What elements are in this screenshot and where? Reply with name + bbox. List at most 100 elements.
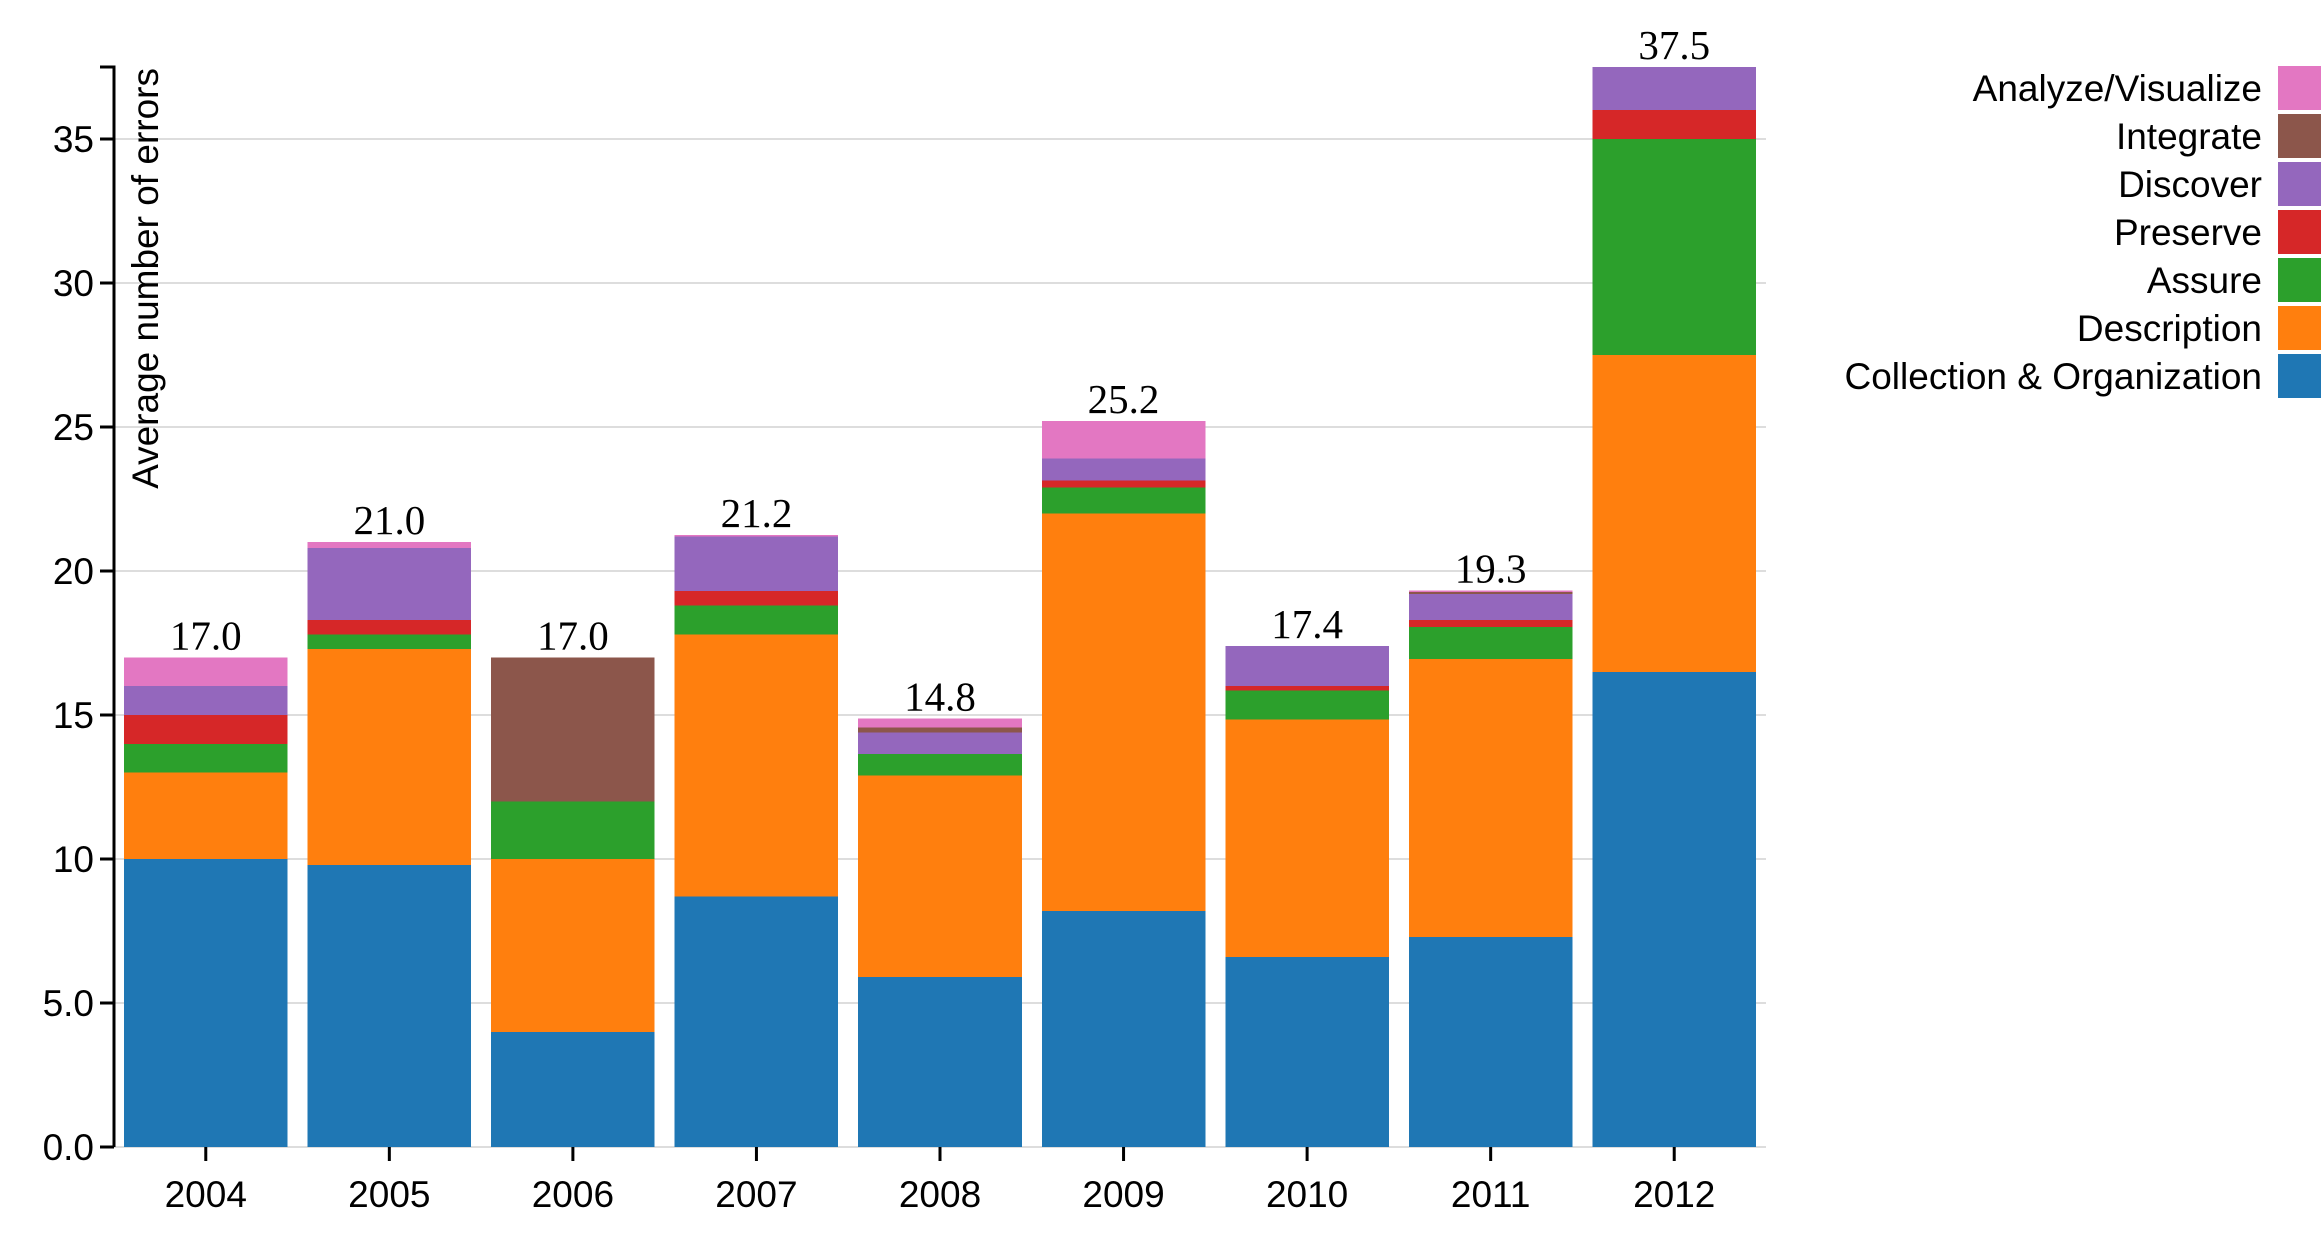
legend-item: Analyze/Visualize	[1973, 66, 2321, 110]
bar-segment-analyze-visualize	[858, 718, 1022, 728]
bar-segment-assure	[1225, 690, 1389, 720]
bar-segment-collection-organization	[491, 1031, 655, 1147]
legend-swatch	[2278, 354, 2321, 398]
bar-2006	[491, 657, 655, 1147]
total-label: 25.2	[1088, 376, 1160, 422]
bar-segment-collection-organization	[858, 977, 1022, 1147]
bar-segment-collection-organization	[674, 896, 839, 1147]
bar-segment-discover	[674, 536, 839, 592]
bar-2008	[858, 718, 1022, 1147]
bar-segment-integrate	[858, 727, 1022, 733]
bar-segment-discover	[1592, 67, 1756, 111]
bar-segment-preserve	[1225, 686, 1389, 691]
total-label: 21.0	[353, 497, 425, 543]
bar-segment-preserve	[1408, 619, 1573, 628]
y-axis-line	[100, 65, 116, 1147]
x-tick-label: 2005	[348, 1174, 430, 1215]
bar-segment-assure	[858, 753, 1022, 776]
total-label: 21.2	[721, 490, 793, 536]
bar-segment-assure	[307, 634, 472, 649]
bar-segment-preserve	[1041, 480, 1206, 488]
bar-segment-collection-organization	[307, 864, 472, 1147]
legend-swatch	[2278, 66, 2321, 110]
bar-segment-description	[1592, 355, 1756, 672]
bar-segment-collection-organization	[1408, 936, 1573, 1147]
x-tick-label: 2008	[899, 1174, 981, 1215]
x-tick-label: 2012	[1633, 1174, 1715, 1215]
bar-segment-integrate	[491, 657, 655, 802]
y-tick-label: 25	[53, 407, 94, 448]
bar-segment-preserve	[124, 715, 288, 744]
bar-segment-description	[1408, 658, 1573, 937]
total-label: 19.3	[1455, 546, 1527, 592]
bar-segment-analyze-visualize	[1408, 590, 1573, 593]
y-tick-label: 35	[53, 119, 94, 160]
total-label: 37.5	[1638, 22, 1710, 68]
bar-segment-assure	[1592, 139, 1756, 355]
legend: Analyze/Visualize Integrate Discover Preser…	[1845, 66, 2321, 398]
bar-segment-discover	[858, 732, 1022, 754]
x-tick-label: 2010	[1266, 1174, 1348, 1215]
legend-swatch	[2278, 306, 2321, 350]
bar-segment-analyze-visualize	[674, 535, 839, 537]
bar-2007	[674, 535, 839, 1147]
y-tick-label: 10	[53, 839, 94, 880]
legend-swatch	[2278, 258, 2321, 302]
legend-item: Preserve	[2114, 210, 2321, 254]
legend-swatch	[2278, 114, 2321, 158]
total-labels: 17.0 21.0 17.0 21.2 14.8 25.2 17.4 19.3 37.5	[170, 22, 1710, 720]
bar-segment-discover	[124, 686, 288, 715]
bar-2011	[1408, 590, 1573, 1147]
legend-item: Integrate	[2116, 114, 2321, 158]
legend-swatch	[2278, 162, 2321, 206]
x-axis: 2004 2005 2006 2007 2008 2009 2010 2011 2012	[165, 1147, 1715, 1215]
bar-segment-discover	[307, 547, 472, 620]
bar-segment-description	[674, 634, 839, 897]
legend-swatch	[2278, 210, 2321, 254]
bar-segment-assure	[124, 743, 288, 773]
legend-label: Discover	[2118, 164, 2262, 205]
legend-label: Description	[2077, 308, 2262, 349]
bar-segment-discover	[1408, 594, 1573, 620]
legend-label: Collection & Organization	[1845, 356, 2263, 397]
y-axis: 0.0 5.0 10 15 20 25 30 35	[43, 65, 116, 1168]
bar-segment-description	[124, 772, 288, 859]
legend-label: Analyze/Visualize	[1973, 68, 2262, 109]
x-tick-label: 2009	[1082, 1174, 1164, 1215]
y-tick-label: 0.0	[43, 1127, 94, 1168]
x-tick-label: 2006	[532, 1174, 614, 1215]
legend-label: Preserve	[2114, 212, 2262, 253]
x-tick-label: 2011	[1451, 1174, 1531, 1215]
bar-segment-assure	[674, 605, 839, 635]
bar-segment-assure	[491, 801, 655, 859]
bar-segment-discover	[1041, 458, 1206, 481]
total-label: 17.4	[1271, 601, 1343, 647]
bar-segment-description	[491, 859, 655, 1032]
bar-segment-preserve	[1592, 110, 1756, 139]
bar-segment-description	[1041, 513, 1206, 911]
legend-label: Integrate	[2116, 116, 2262, 157]
bar-2005	[307, 542, 472, 1147]
bars	[124, 67, 1756, 1147]
bar-segment-collection-organization	[1041, 910, 1206, 1147]
bar-segment-collection-organization	[1592, 671, 1756, 1147]
bar-segment-analyze-visualize	[124, 657, 288, 687]
y-axis-title: Average number of errors	[125, 68, 166, 489]
bar-segment-assure	[1041, 487, 1206, 514]
bar-segment-preserve	[674, 591, 839, 606]
bar-segment-description	[1225, 719, 1389, 957]
total-label: 14.8	[904, 674, 976, 720]
total-label: 17.0	[170, 612, 242, 658]
legend-item: Collection & Organization	[1845, 354, 2321, 398]
bar-segment-discover	[1225, 645, 1389, 687]
x-tick-label: 2007	[715, 1174, 797, 1215]
bar-2009	[1041, 421, 1206, 1147]
y-tick-label: 15	[53, 695, 94, 736]
bar-segment-integrate	[1408, 592, 1573, 595]
bar-segment-description	[858, 775, 1022, 978]
bar-segment-collection-organization	[1225, 956, 1389, 1147]
legend-label: Assure	[2147, 260, 2262, 301]
bar-segment-analyze-visualize	[307, 542, 472, 548]
bar-2012	[1592, 67, 1756, 1147]
